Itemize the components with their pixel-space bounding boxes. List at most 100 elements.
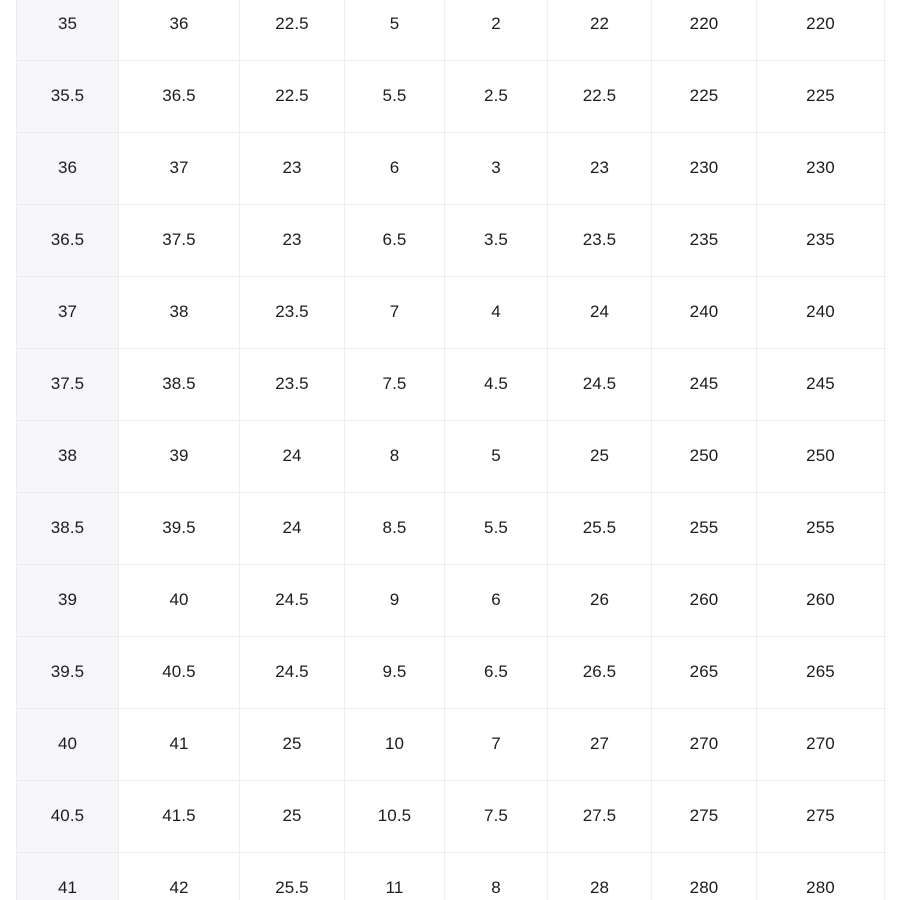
size-cell: 240 xyxy=(756,276,885,349)
size-cell-primary: 39 xyxy=(16,564,119,637)
size-cell: 25.5 xyxy=(547,492,652,565)
table-row: 35.5 36.5 22.5 5.5 2.5 22.5 225 225 xyxy=(16,60,885,133)
size-cell: 38 xyxy=(118,276,240,349)
size-cell-primary: 38.5 xyxy=(16,492,119,565)
size-cell: 24 xyxy=(239,492,345,565)
size-cell: 5.5 xyxy=(344,60,445,133)
size-cell: 220 xyxy=(651,0,757,61)
size-cell: 255 xyxy=(756,492,885,565)
size-cell: 41 xyxy=(118,708,240,781)
size-cell: 225 xyxy=(651,60,757,133)
size-cell: 9 xyxy=(344,564,445,637)
size-cell: 230 xyxy=(651,132,757,205)
table-row: 36 37 23 6 3 23 230 230 xyxy=(16,132,885,205)
size-cell: 7 xyxy=(444,708,548,781)
size-cell-primary: 35.5 xyxy=(16,60,119,133)
size-cell: 5 xyxy=(444,420,548,493)
size-cell-primary: 37 xyxy=(16,276,119,349)
size-cell: 7.5 xyxy=(444,780,548,853)
table-row: 38.5 39.5 24 8.5 5.5 25.5 255 255 xyxy=(16,492,885,565)
size-cell: 26 xyxy=(547,564,652,637)
size-cell: 38.5 xyxy=(118,348,240,421)
size-cell: 250 xyxy=(651,420,757,493)
size-cell: 36 xyxy=(118,0,240,61)
size-cell-primary: 39.5 xyxy=(16,636,119,709)
size-cell: 280 xyxy=(756,852,885,900)
size-cell: 2 xyxy=(444,0,548,61)
size-cell: 260 xyxy=(651,564,757,637)
size-cell: 24 xyxy=(547,276,652,349)
size-cell: 41.5 xyxy=(118,780,240,853)
size-cell: 225 xyxy=(756,60,885,133)
size-cell: 3.5 xyxy=(444,204,548,277)
size-cell: 23 xyxy=(239,204,345,277)
size-cell: 10 xyxy=(344,708,445,781)
size-cell: 275 xyxy=(651,780,757,853)
size-cell: 36.5 xyxy=(118,60,240,133)
size-cell: 25 xyxy=(547,420,652,493)
size-cell: 8 xyxy=(444,852,548,900)
size-table-body: 35 36 22.5 5 2 22 220 220 35.5 36.5 22.5 5.5 2.5 22.5… xyxy=(16,0,885,900)
size-cell: 265 xyxy=(651,636,757,709)
size-cell: 8 xyxy=(344,420,445,493)
size-cell: 26.5 xyxy=(547,636,652,709)
size-cell-primary: 41 xyxy=(16,852,119,900)
size-cell: 270 xyxy=(651,708,757,781)
size-cell-primary: 40 xyxy=(16,708,119,781)
size-cell-primary: 35 xyxy=(16,0,119,61)
table-row: 37.5 38.5 23.5 7.5 4.5 24.5 245 245 xyxy=(16,348,885,421)
size-cell: 265 xyxy=(756,636,885,709)
size-cell: 280 xyxy=(651,852,757,900)
table-row: 40 41 25 10 7 27 270 270 xyxy=(16,708,885,781)
size-cell: 24.5 xyxy=(547,348,652,421)
size-cell: 6.5 xyxy=(344,204,445,277)
size-cell: 7.5 xyxy=(344,348,445,421)
table-row: 35 36 22.5 5 2 22 220 220 xyxy=(16,0,885,61)
size-cell: 240 xyxy=(651,276,757,349)
size-cell-primary: 37.5 xyxy=(16,348,119,421)
table-row: 39 40 24.5 9 6 26 260 260 xyxy=(16,564,885,637)
size-cell: 23 xyxy=(239,132,345,205)
size-cell: 5.5 xyxy=(444,492,548,565)
size-cell: 4.5 xyxy=(444,348,548,421)
size-cell: 10.5 xyxy=(344,780,445,853)
table-row: 36.5 37.5 23 6.5 3.5 23.5 235 235 xyxy=(16,204,885,277)
size-cell: 3 xyxy=(444,132,548,205)
size-cell: 37.5 xyxy=(118,204,240,277)
size-cell: 23.5 xyxy=(239,348,345,421)
size-cell: 235 xyxy=(756,204,885,277)
size-cell: 27.5 xyxy=(547,780,652,853)
size-cell: 23.5 xyxy=(239,276,345,349)
size-cell: 42 xyxy=(118,852,240,900)
size-cell: 5 xyxy=(344,0,445,61)
size-cell: 25 xyxy=(239,780,345,853)
size-cell: 25 xyxy=(239,708,345,781)
size-cell: 40 xyxy=(118,564,240,637)
size-cell-primary: 36.5 xyxy=(16,204,119,277)
size-cell: 245 xyxy=(756,348,885,421)
size-cell: 28 xyxy=(547,852,652,900)
size-cell: 220 xyxy=(756,0,885,61)
size-cell-primary: 38 xyxy=(16,420,119,493)
size-cell: 260 xyxy=(756,564,885,637)
size-cell: 23 xyxy=(547,132,652,205)
size-cell: 22.5 xyxy=(547,60,652,133)
table-row: 41 42 25.5 11 8 28 280 280 xyxy=(16,852,885,900)
size-cell: 22.5 xyxy=(239,0,345,61)
size-cell: 37 xyxy=(118,132,240,205)
size-cell: 4 xyxy=(444,276,548,349)
size-cell: 6 xyxy=(444,564,548,637)
size-cell: 6.5 xyxy=(444,636,548,709)
table-row: 40.5 41.5 25 10.5 7.5 27.5 275 275 xyxy=(16,780,885,853)
size-cell-primary: 40.5 xyxy=(16,780,119,853)
size-cell: 24 xyxy=(239,420,345,493)
size-cell: 25.5 xyxy=(239,852,345,900)
size-cell: 235 xyxy=(651,204,757,277)
size-cell: 230 xyxy=(756,132,885,205)
size-cell: 40.5 xyxy=(118,636,240,709)
size-cell: 24.5 xyxy=(239,564,345,637)
size-cell: 11 xyxy=(344,852,445,900)
table-row: 38 39 24 8 5 25 250 250 xyxy=(16,420,885,493)
